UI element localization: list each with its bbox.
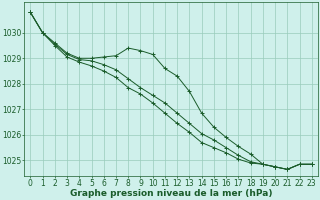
X-axis label: Graphe pression niveau de la mer (hPa): Graphe pression niveau de la mer (hPa) [70, 189, 272, 198]
